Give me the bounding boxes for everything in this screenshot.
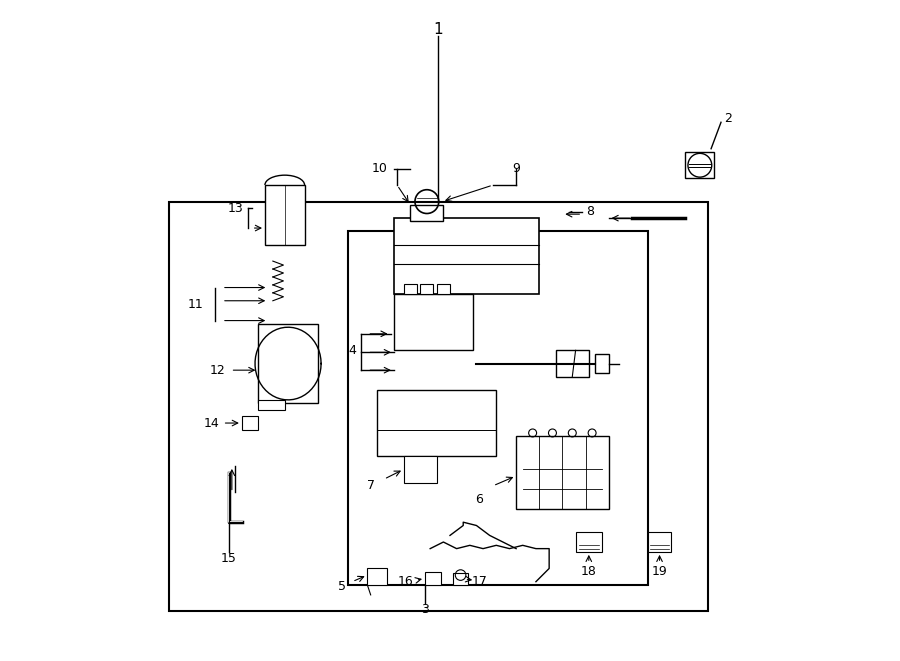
Bar <box>685 152 715 178</box>
Text: 11: 11 <box>187 297 203 311</box>
Text: 5: 5 <box>338 580 346 593</box>
Text: 8: 8 <box>586 205 594 218</box>
Text: 9: 9 <box>512 162 520 175</box>
Bar <box>394 218 539 294</box>
Bar <box>404 284 417 294</box>
Bar <box>265 185 304 245</box>
Bar <box>420 284 434 294</box>
Bar <box>258 324 318 403</box>
Bar <box>410 205 444 221</box>
Bar <box>377 390 496 456</box>
Bar <box>576 532 602 552</box>
Text: 16: 16 <box>397 575 413 588</box>
Bar <box>556 350 589 377</box>
Text: 3: 3 <box>421 603 428 616</box>
Bar <box>367 568 387 585</box>
Text: 17: 17 <box>472 575 488 588</box>
Bar <box>516 436 608 509</box>
Text: 14: 14 <box>204 416 220 430</box>
Text: 15: 15 <box>220 552 237 565</box>
Bar <box>436 284 450 294</box>
Text: 12: 12 <box>210 364 225 377</box>
Bar <box>242 416 258 430</box>
Text: 18: 18 <box>580 565 597 578</box>
Bar <box>454 573 468 585</box>
Text: 10: 10 <box>372 162 387 175</box>
Bar <box>169 202 707 611</box>
Text: 6: 6 <box>475 492 483 506</box>
Bar <box>596 354 608 373</box>
Bar <box>648 532 671 552</box>
Text: 13: 13 <box>228 202 243 215</box>
Bar <box>404 456 436 483</box>
Bar <box>258 400 284 410</box>
Text: 19: 19 <box>652 565 668 578</box>
Text: 7: 7 <box>366 479 374 492</box>
Text: 2: 2 <box>724 112 732 126</box>
Text: 1: 1 <box>433 22 443 37</box>
Text: 4: 4 <box>348 344 356 357</box>
Bar <box>347 231 648 585</box>
Bar <box>425 572 441 585</box>
Bar <box>394 294 473 350</box>
